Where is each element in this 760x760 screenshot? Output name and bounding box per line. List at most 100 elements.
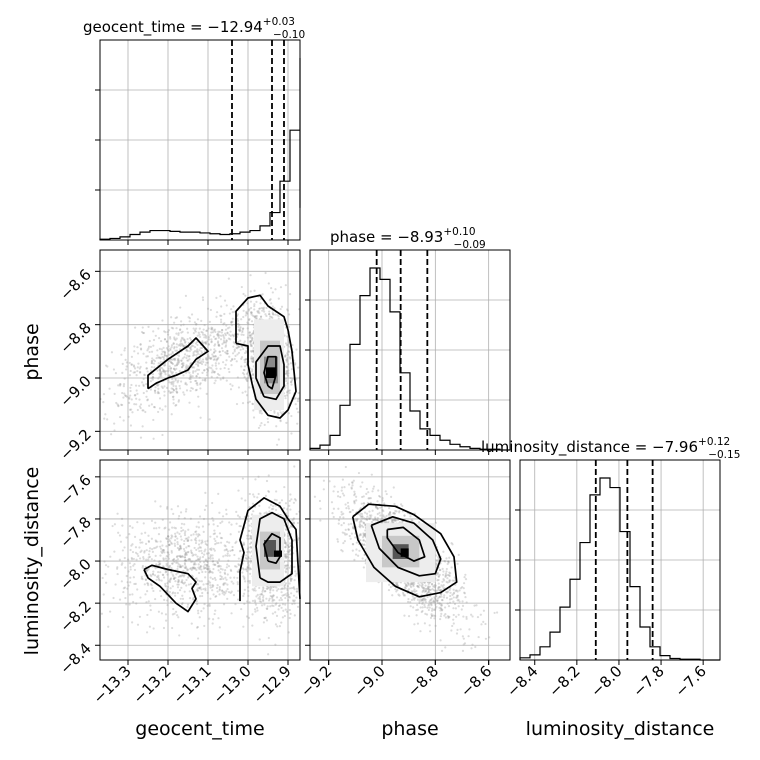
- sample-point: [223, 593, 226, 596]
- sample-point: [220, 331, 223, 334]
- sample-point: [340, 548, 343, 552]
- sample-point: [175, 332, 178, 335]
- sample-point: [219, 378, 222, 381]
- sample-point: [160, 348, 163, 351]
- sample-point: [177, 357, 180, 360]
- sample-point: [186, 539, 190, 542]
- sample-point: [195, 322, 198, 326]
- sample-point: [354, 536, 357, 539]
- sample-point: [123, 347, 127, 350]
- sample-point: [157, 533, 161, 536]
- sample-point: [159, 547, 163, 550]
- sample-point: [142, 391, 145, 395]
- sample-point: [160, 550, 163, 553]
- sample-point: [186, 354, 189, 357]
- sample-point: [204, 558, 207, 561]
- sample-point: [319, 519, 322, 522]
- sample-point: [427, 590, 430, 593]
- sample-point: [227, 559, 230, 562]
- sample-point: [389, 513, 392, 516]
- sample-point: [421, 586, 424, 589]
- sample-point: [250, 355, 253, 358]
- sample-point: [359, 485, 362, 488]
- sample-point: [225, 513, 228, 516]
- sample-point: [367, 497, 370, 500]
- sample-point: [219, 521, 222, 525]
- sample-point: [249, 341, 252, 344]
- sample-point: [133, 371, 137, 374]
- sample-point: [145, 631, 149, 634]
- sample-point: [132, 576, 135, 579]
- sample-point: [151, 548, 154, 551]
- sample-point: [219, 367, 222, 370]
- sample-point: [148, 625, 151, 628]
- sample-point: [247, 519, 250, 523]
- sample-point: [359, 534, 362, 537]
- sample-point: [188, 377, 191, 380]
- sample-point: [165, 340, 169, 343]
- sample-point: [131, 526, 134, 529]
- sample-point: [424, 600, 427, 604]
- sample-point: [284, 377, 287, 381]
- sample-point: [150, 360, 154, 363]
- sample-point: [272, 507, 275, 511]
- sample-point: [163, 390, 166, 393]
- sample-point: [284, 541, 287, 544]
- sample-point: [287, 313, 291, 316]
- sample-point: [448, 571, 451, 574]
- sample-point: [258, 311, 261, 315]
- sample-point: [337, 522, 340, 525]
- sample-point: [286, 308, 289, 311]
- sample-point: [344, 528, 347, 531]
- sample-point: [387, 520, 390, 523]
- sample-point: [184, 294, 188, 297]
- sample-point: [252, 409, 255, 412]
- sample-point: [218, 344, 221, 347]
- sample-point: [159, 339, 163, 343]
- sample-point: [242, 568, 245, 571]
- sample-point: [171, 327, 175, 330]
- sample-point: [452, 579, 456, 582]
- sample-point: [238, 329, 241, 332]
- sample-point: [452, 600, 455, 603]
- sample-point: [116, 566, 119, 569]
- sample-point: [211, 584, 214, 587]
- sample-point: [174, 357, 177, 360]
- sample-point: [230, 612, 233, 615]
- sample-point: [161, 565, 165, 568]
- sample-point: [197, 566, 200, 569]
- sample-point: [280, 598, 283, 601]
- sample-point: [186, 337, 189, 341]
- sample-point: [180, 526, 183, 529]
- sample-point: [385, 492, 388, 496]
- sample-point: [235, 565, 238, 568]
- sample-point: [214, 355, 217, 358]
- sample-point: [193, 329, 197, 332]
- sample-point: [199, 416, 202, 419]
- sample-point: [217, 492, 220, 495]
- sample-point: [206, 582, 210, 585]
- sample-point: [102, 393, 106, 396]
- sample-point: [116, 403, 119, 406]
- sample-point: [417, 586, 420, 589]
- sample-point: [409, 605, 412, 608]
- sample-point: [109, 555, 112, 558]
- sample-point: [448, 574, 451, 578]
- sample-point: [183, 517, 186, 520]
- sample-point: [171, 352, 174, 355]
- sample-point: [272, 313, 275, 316]
- sample-point: [351, 484, 354, 487]
- sample-point: [195, 375, 198, 378]
- sample-point: [242, 368, 246, 371]
- sample-point: [269, 298, 272, 301]
- sample-point: [447, 560, 450, 563]
- sample-point: [212, 563, 215, 566]
- sample-point: [230, 590, 233, 593]
- sample-point: [450, 542, 453, 545]
- sample-point: [174, 377, 177, 381]
- sample-point: [189, 378, 192, 381]
- sample-point: [187, 316, 190, 319]
- sample-point: [214, 364, 217, 367]
- sample-point: [250, 343, 253, 347]
- sample-point: [215, 367, 218, 370]
